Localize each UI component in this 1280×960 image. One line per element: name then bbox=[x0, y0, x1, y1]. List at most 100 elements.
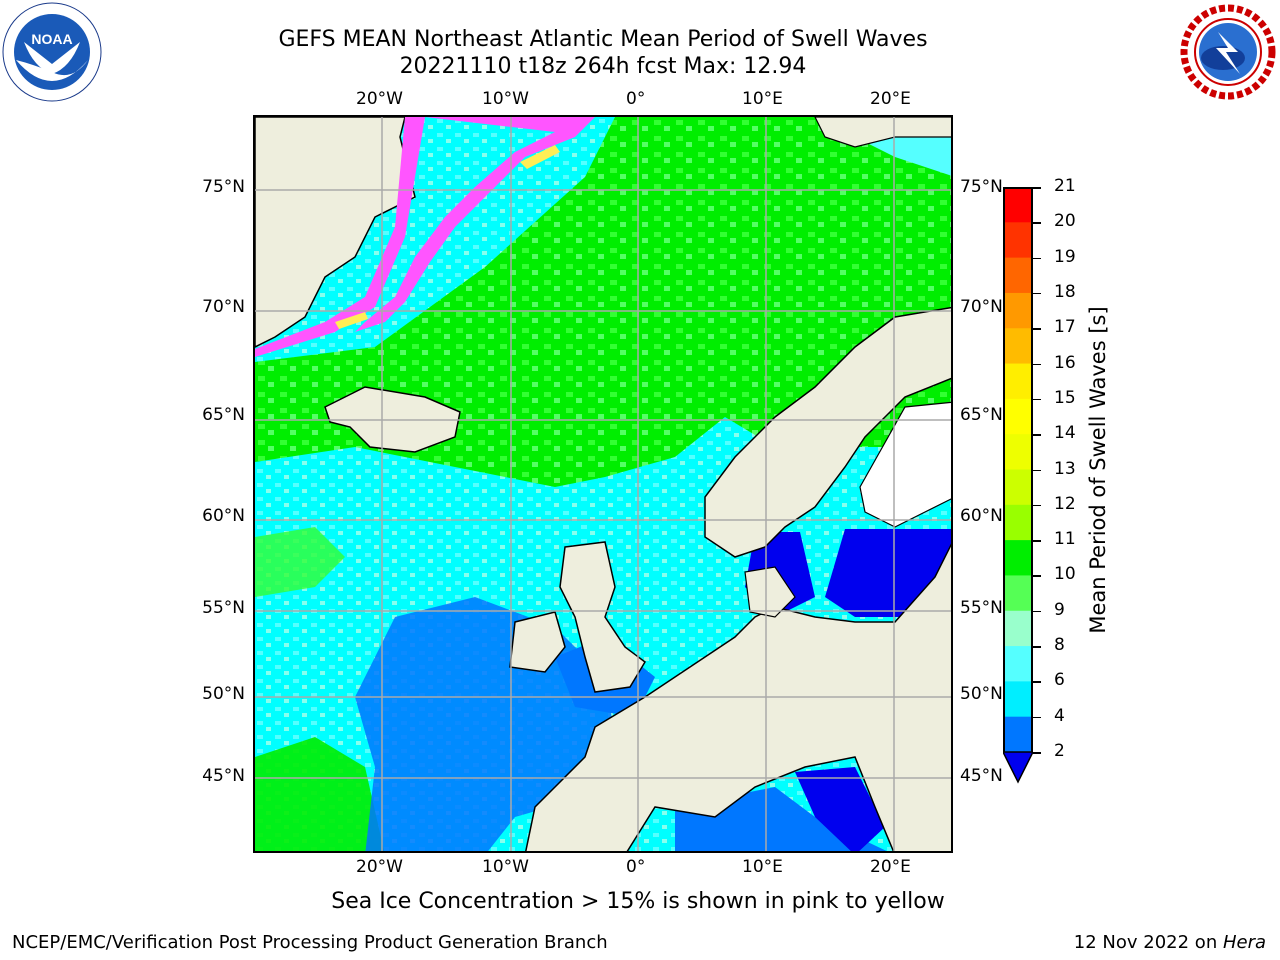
colorbar-tick-mark bbox=[1033, 328, 1041, 330]
land-continental-europe bbox=[525, 543, 951, 851]
colorbar-segment bbox=[1003, 222, 1033, 259]
colorbar-segment bbox=[1003, 610, 1033, 647]
noaa-logo: NOAA bbox=[2, 2, 102, 102]
ice-note: Sea Ice Concentration > 15% is shown in … bbox=[331, 889, 945, 914]
svg-text:NOAA: NOAA bbox=[31, 31, 72, 47]
colorbar-tick-mark bbox=[1033, 716, 1041, 719]
colorbar-tick-mark bbox=[1033, 469, 1041, 471]
colorbar-tick-label: 16 bbox=[1054, 352, 1076, 373]
lon-label-bottom-20e: 20°E bbox=[870, 857, 911, 877]
colorbar-segment bbox=[1003, 363, 1033, 400]
lat-label-left-45n: 45°N bbox=[202, 766, 245, 786]
colorbar-tick-mark bbox=[1033, 575, 1041, 577]
colorbar-tick-label: 8 bbox=[1054, 635, 1065, 656]
lat-label-left-65n: 65°N bbox=[202, 405, 245, 425]
land-svalbard bbox=[814, 117, 951, 148]
footer-machine: Hera bbox=[1222, 932, 1266, 953]
lat-label-right-65n: 65°N bbox=[960, 405, 1003, 425]
sea-ice-yellow-2 bbox=[335, 312, 368, 329]
colorbar-tick-label: 6 bbox=[1054, 670, 1065, 691]
colorbar bbox=[1003, 187, 1033, 784]
colorbar-segment bbox=[1003, 187, 1033, 223]
nws-logo bbox=[1180, 4, 1276, 100]
ocean-green-patch-west bbox=[255, 527, 345, 597]
sea-ice-yellow-1 bbox=[520, 145, 560, 169]
chart-subtitle: 20221110 t18z 264h fcst Max: 12.94 bbox=[399, 54, 807, 79]
colorbar-segment bbox=[1003, 257, 1033, 294]
colorbar-tick-label: 11 bbox=[1054, 529, 1076, 550]
lat-label-right-55n: 55°N bbox=[960, 598, 1003, 618]
colorbar-segment bbox=[1003, 540, 1033, 576]
colorbar-extend-arrow bbox=[1003, 751, 1033, 784]
colorbar-segment bbox=[1003, 469, 1033, 506]
footer-date-text: 12 Nov 2022 on bbox=[1073, 932, 1223, 953]
colorbar-tick-mark bbox=[1033, 222, 1041, 224]
colorbar-segment bbox=[1003, 681, 1033, 718]
colorbar-tick-label: 14 bbox=[1054, 423, 1076, 444]
colorbar-segment bbox=[1003, 716, 1033, 753]
lon-label-top-10e: 10°E bbox=[742, 89, 783, 109]
lat-label-right-45n: 45°N bbox=[960, 766, 1003, 786]
colorbar-tick-label: 2 bbox=[1054, 741, 1065, 761]
colorbar-segment bbox=[1003, 646, 1033, 682]
colorbar-tick-label: 15 bbox=[1054, 387, 1076, 408]
ocean-green-region bbox=[255, 117, 951, 487]
colorbar-tick-label: 13 bbox=[1054, 458, 1076, 479]
graticule bbox=[255, 117, 951, 851]
lon-label-top-10w: 10°W bbox=[482, 89, 529, 109]
chart-title: GEFS MEAN Northeast Atlantic Mean Period… bbox=[278, 27, 928, 52]
colorbar-segment bbox=[1003, 328, 1033, 365]
colorbar-tick-mark bbox=[1033, 646, 1041, 648]
colorbar-tick-mark bbox=[1033, 292, 1041, 295]
land-denmark bbox=[744, 566, 796, 618]
colorbar-tick-mark bbox=[1033, 257, 1041, 260]
lon-label-bottom-20w: 20°W bbox=[356, 857, 403, 877]
colorbar-tick-mark bbox=[1033, 610, 1041, 613]
colorbar-segment bbox=[1003, 292, 1033, 329]
lon-label-bottom-10w: 10°W bbox=[482, 857, 529, 877]
colorbar-segment bbox=[1003, 398, 1033, 435]
lon-label-top-0: 0° bbox=[626, 89, 646, 109]
colorbar-tick-mark bbox=[1033, 187, 1041, 189]
colorbar-title: Mean Period of Swell Waves [s] bbox=[1086, 306, 1110, 634]
colorbar-tick-label: 19 bbox=[1054, 246, 1076, 267]
sea-ice-edge-greenland bbox=[255, 117, 425, 357]
lat-label-right-75n: 75°N bbox=[960, 177, 1003, 197]
footer-credit: NCEP/EMC/Verification Post Processing Pr… bbox=[12, 932, 608, 953]
land-greenland bbox=[255, 117, 416, 348]
swell-period-map bbox=[255, 117, 951, 851]
lon-label-top-20w: 20°W bbox=[356, 89, 403, 109]
colorbar-outline bbox=[1003, 187, 1033, 752]
footer-date: 12 Nov 2022 on Hera bbox=[1074, 932, 1266, 953]
colorbar-tick-mark bbox=[1033, 504, 1041, 507]
colorbar-tick-mark bbox=[1033, 434, 1041, 436]
colorbar-tick-label: 10 bbox=[1054, 564, 1076, 585]
colorbar-tick-mark bbox=[1033, 540, 1041, 542]
ocean-green-patch-southwest bbox=[255, 737, 385, 851]
lon-label-top-20e: 20°E bbox=[870, 89, 911, 109]
sea-ice-edge-north bbox=[355, 117, 595, 332]
map-panel bbox=[253, 115, 953, 853]
lat-label-left-60n: 60°N bbox=[202, 506, 245, 526]
lat-label-left-70n: 70°N bbox=[202, 297, 245, 317]
lat-label-right-70n: 70°N bbox=[960, 297, 1003, 317]
colorbar-tick-label: 18 bbox=[1054, 281, 1076, 302]
colorbar-tick-label: 9 bbox=[1054, 599, 1065, 620]
lat-label-right-50n: 50°N bbox=[960, 684, 1003, 704]
colorbar-segment bbox=[1003, 434, 1033, 470]
land-gulf-of-bothnia bbox=[859, 401, 951, 528]
lat-label-left-50n: 50°N bbox=[202, 684, 245, 704]
colorbar-tick-label: 20 bbox=[1054, 211, 1076, 232]
colorbar-segment bbox=[1003, 575, 1033, 612]
ocean-blue-adriatic bbox=[795, 767, 885, 851]
lon-label-bottom-0: 0° bbox=[626, 857, 646, 877]
colorbar-tick-mark bbox=[1033, 752, 1041, 754]
colorbar-tick-label: 21 bbox=[1054, 176, 1076, 196]
colorbar-tick-mark bbox=[1033, 681, 1041, 683]
colorbar-tick-mark bbox=[1033, 363, 1041, 366]
colorbar-tick-label: 12 bbox=[1054, 493, 1076, 514]
lon-label-bottom-10e: 10°E bbox=[742, 857, 783, 877]
lat-label-left-75n: 75°N bbox=[202, 177, 245, 197]
colorbar-segment bbox=[1003, 504, 1033, 541]
colorbar-tick-label: 17 bbox=[1054, 317, 1076, 338]
